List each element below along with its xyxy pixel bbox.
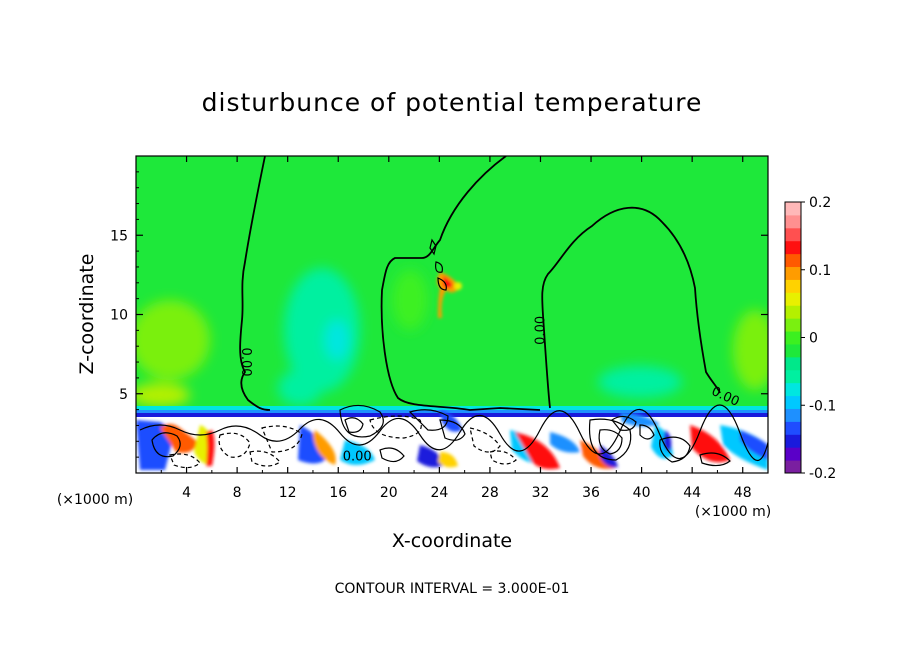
x-tick-label: 16 bbox=[329, 485, 347, 501]
field-blobs bbox=[136, 268, 768, 407]
colorbar-tick-label: 0 bbox=[809, 331, 818, 347]
colorbar-swatch bbox=[785, 356, 801, 371]
x-tick-label: 12 bbox=[279, 485, 297, 501]
y-tick-label: 10 bbox=[110, 308, 128, 324]
contour-interval-text: CONTOUR INTERVAL = 3.000E-01 bbox=[335, 581, 570, 597]
zero-contours bbox=[239, 156, 721, 411]
colorbar: 0.2 0.1 0 -0.1 -0.2 bbox=[784, 195, 836, 482]
colorbar-swatch bbox=[785, 279, 801, 293]
y-axis-title: Z-coordinate bbox=[76, 254, 98, 375]
x-tick-label: 20 bbox=[380, 485, 398, 501]
colorbar-swatch bbox=[785, 421, 801, 435]
colorbar-swatch bbox=[785, 266, 801, 280]
contour-label: 0.00 bbox=[343, 449, 372, 464]
colorbar-tick-label: 0.1 bbox=[809, 263, 831, 279]
zero-contour-middle bbox=[380, 156, 541, 411]
x-tick-label: 36 bbox=[582, 485, 600, 501]
colorbar-swatch bbox=[785, 253, 801, 268]
x-unit-label-right: (×1000 m) bbox=[695, 504, 771, 520]
x-unit-label-left: (×1000 m) bbox=[57, 492, 133, 508]
colorbar-swatch bbox=[785, 292, 801, 306]
colorbar-swatch bbox=[785, 343, 801, 358]
colorbar-swatch bbox=[785, 331, 801, 345]
y-axis: 5 10 15 bbox=[110, 171, 768, 458]
x-tick-label: 48 bbox=[734, 485, 752, 501]
x-tick-label: 24 bbox=[430, 485, 448, 501]
colorbar-swatch bbox=[785, 434, 801, 448]
contour-label: 0.00 bbox=[533, 316, 548, 345]
colorbar-swatch bbox=[785, 408, 801, 422]
plot-area: 0.000.000.000.00 bbox=[136, 156, 768, 473]
zero-contour-left bbox=[239, 156, 271, 411]
colorbar-swatch bbox=[785, 447, 801, 461]
zero-contour-right bbox=[541, 206, 721, 409]
contour-label: 0.00 bbox=[238, 348, 253, 377]
x-axis-title: X-coordinate bbox=[392, 530, 512, 552]
colorbar-swatch bbox=[785, 395, 801, 409]
x-tick-label: 44 bbox=[683, 485, 701, 501]
colorbar-tick-label: -0.2 bbox=[809, 466, 836, 482]
x-tick-label: 8 bbox=[233, 485, 242, 501]
colorbar-tick-label: 0.2 bbox=[809, 195, 831, 211]
x-tick-label: 4 bbox=[182, 485, 191, 501]
x-tick-label: 32 bbox=[532, 485, 550, 501]
y-tick-label: 5 bbox=[119, 387, 128, 403]
boundary-contours bbox=[139, 404, 768, 469]
colorbar-swatch bbox=[785, 369, 801, 384]
colorbar-swatch bbox=[785, 305, 801, 319]
x-axis: 4 8 12 16 20 24 28 32 36 40 44 48 bbox=[160, 156, 752, 501]
colorbar-swatch bbox=[785, 460, 801, 474]
colorbar-tick-label: -0.1 bbox=[809, 398, 836, 414]
colorbar-swatch bbox=[785, 202, 801, 216]
colorbar-swatch bbox=[785, 240, 801, 255]
x-tick-label: 40 bbox=[633, 485, 651, 501]
chart-title: disturbunce of potential temperature bbox=[202, 88, 703, 117]
y-tick-label: 15 bbox=[110, 228, 128, 244]
colorbar-swatch bbox=[785, 318, 801, 332]
x-tick-label: 28 bbox=[481, 485, 499, 501]
colorbar-swatch bbox=[785, 382, 801, 397]
colorbar-swatch bbox=[785, 214, 801, 229]
colorbar-swatch bbox=[785, 227, 801, 242]
